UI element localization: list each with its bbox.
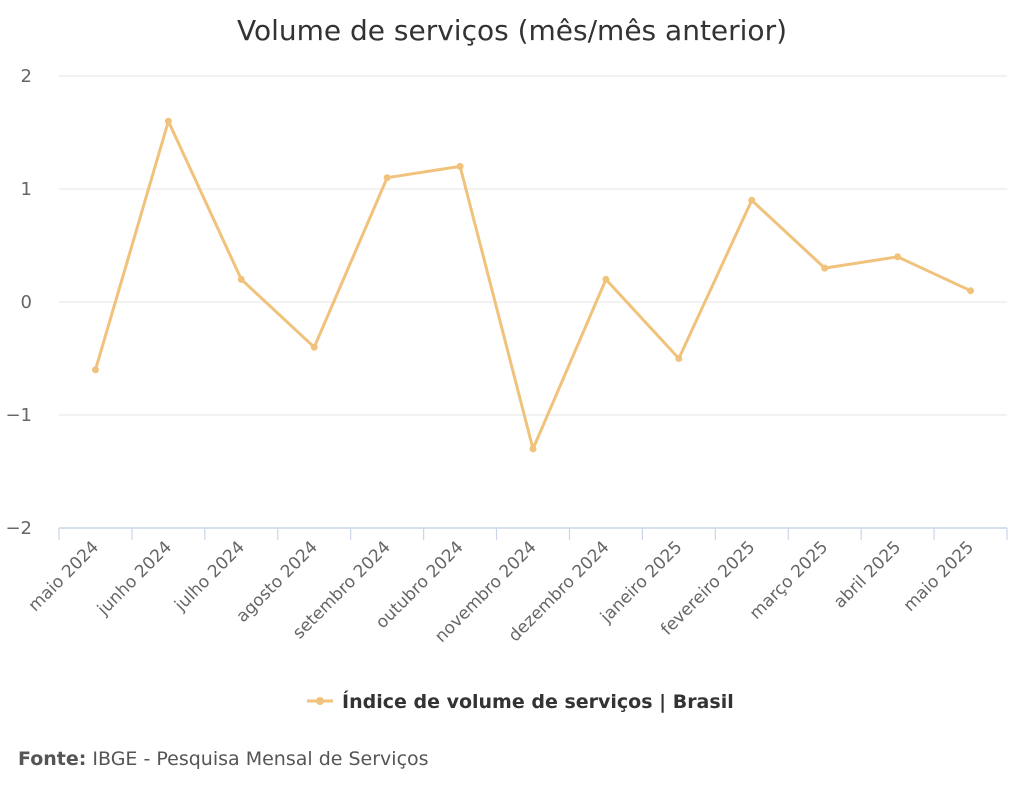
y-tick-label: −1 [5, 405, 32, 426]
data-point[interactable] [602, 275, 610, 283]
x-tick-label: março 2025 [746, 537, 832, 623]
y-axis-ticks: 2 1 0 −1 −2 [5, 66, 32, 539]
y-tick-label: −2 [5, 518, 32, 539]
series-line [93, 119, 973, 451]
data-point[interactable] [237, 275, 245, 283]
x-tick-label: junho 2024 [93, 537, 176, 620]
data-point[interactable] [894, 253, 902, 261]
data-point[interactable] [675, 355, 683, 362]
legend-marker [316, 697, 324, 705]
data-point[interactable] [529, 445, 537, 453]
data-point[interactable] [91, 366, 99, 374]
gridlines [59, 75, 1007, 416]
x-tick-label: abril 2025 [830, 537, 905, 612]
legend-label[interactable]: Índice de volume de serviços | Brasil [342, 690, 734, 713]
data-point[interactable] [967, 287, 975, 295]
data-point[interactable] [821, 264, 829, 272]
y-tick-label: 0 [21, 292, 32, 313]
x-tick-label: maio 2025 [900, 537, 978, 615]
series-group [91, 117, 975, 453]
source-note: Fonte: IBGE - Pesquisa Mensal de Serviço… [18, 748, 429, 770]
x-tick-label: julho 2024 [170, 537, 249, 616]
data-point[interactable] [748, 196, 756, 204]
data-point[interactable] [456, 162, 464, 170]
x-tick-label: maio 2024 [25, 537, 103, 615]
y-tick-label: 1 [21, 179, 32, 200]
data-point[interactable] [310, 343, 318, 351]
source-label: Fonte: [18, 748, 87, 770]
source-text: IBGE - Pesquisa Mensal de Serviços [92, 748, 429, 770]
data-point[interactable] [383, 174, 391, 182]
legend[interactable]: Índice de volume de serviços | Brasil [307, 690, 734, 713]
y-tick-label: 2 [21, 66, 32, 87]
chart-title: Volume de serviços (mês/mês anterior) [237, 14, 787, 47]
data-point[interactable] [164, 117, 172, 125]
